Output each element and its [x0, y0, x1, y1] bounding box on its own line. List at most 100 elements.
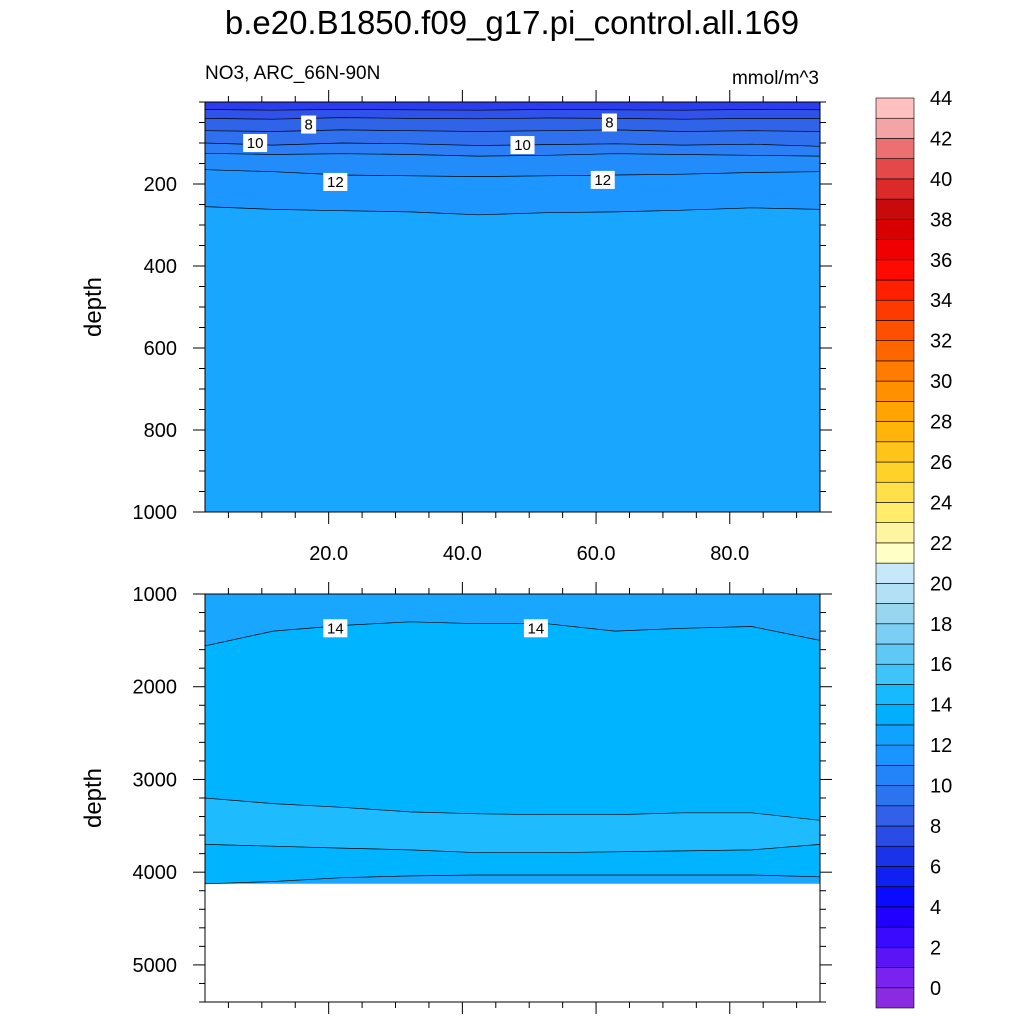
contour-line — [204, 874, 821, 885]
colorbar-label: 16 — [930, 654, 952, 676]
colorbar-box — [875, 97, 915, 119]
y-tick-label: 4000 — [133, 862, 178, 884]
contour-fill-band — [205, 594, 820, 646]
contour-fill-band — [205, 206, 820, 512]
colorbar-label: 18 — [930, 614, 952, 636]
colorbar-box — [875, 684, 915, 705]
colorbar-box — [875, 239, 915, 261]
colorbar-label: 8 — [930, 816, 941, 838]
contour-label: 12 — [594, 172, 611, 189]
colorbar-label: 42 — [930, 128, 952, 150]
colorbar-box — [875, 542, 915, 564]
contour-line — [204, 169, 821, 177]
y-tick-label: 800 — [144, 420, 177, 442]
colorbar-box — [875, 744, 915, 766]
contour-line — [204, 797, 821, 821]
colorbar-box — [875, 906, 915, 928]
contour-line — [204, 844, 821, 854]
colorbar-label: 14 — [930, 695, 952, 717]
colorbar-label: 10 — [930, 776, 952, 798]
contour-fill-band — [205, 169, 820, 215]
y-tick-label: 200 — [144, 174, 177, 196]
contour-line — [204, 621, 821, 647]
colorbar-box — [875, 219, 915, 240]
contour-line — [204, 109, 821, 111]
contour-label-box — [243, 134, 268, 152]
colorbar-label: 44 — [930, 88, 952, 110]
contour-fill-band — [205, 875, 820, 884]
colorbar-label: 12 — [930, 735, 952, 757]
y-axis-label: depth — [80, 768, 107, 828]
units-subtitle: mmol/m^3 — [731, 68, 819, 89]
colorbar: 0246810121416182022242628303234363840424… — [875, 88, 952, 1009]
y-tick-label: 5000 — [133, 955, 178, 977]
colorbar-box — [875, 704, 915, 726]
y-tick-label: 1000 — [133, 584, 178, 606]
y-tick-label: 1000 — [133, 502, 178, 524]
contour-label: 14 — [327, 620, 344, 637]
colorbar-box — [875, 785, 915, 807]
contour-fill-band — [205, 102, 820, 111]
y-axis-label: depth — [80, 277, 107, 337]
y-tick-label: 2000 — [133, 677, 178, 699]
colorbar-box — [875, 663, 915, 685]
colorbar-box — [875, 886, 915, 908]
contour-label: 10 — [514, 137, 531, 154]
x-tick-label: 20.0 — [309, 543, 348, 565]
contour-fill-band — [205, 117, 820, 132]
colorbar-box — [875, 967, 915, 989]
colorbar-box — [875, 926, 915, 948]
contour-label: 8 — [605, 115, 613, 132]
colorbar-box — [875, 158, 915, 180]
contour-label: 12 — [327, 174, 344, 191]
contour-fill-band — [205, 109, 820, 120]
colorbar-box — [875, 583, 915, 604]
colorbar-box — [875, 987, 915, 1009]
colorbar-box — [875, 866, 915, 887]
contour-label-box — [590, 170, 615, 189]
contour-label-box — [601, 113, 617, 132]
contour-line — [204, 206, 821, 216]
colorbar-box — [875, 178, 915, 200]
colorbar-box — [875, 845, 915, 867]
colorbar-label: 22 — [930, 533, 952, 555]
colorbar-label: 6 — [930, 856, 941, 878]
x-tick-label: 60.0 — [577, 543, 616, 565]
contour-fill-band — [205, 153, 820, 177]
colorbar-box — [875, 522, 915, 544]
colorbar-box — [875, 481, 915, 503]
colorbar-label: 2 — [930, 937, 941, 959]
colorbar-box — [875, 259, 915, 281]
colorbar-box — [875, 643, 915, 665]
colorbar-box — [875, 421, 915, 443]
contour-panel-lower: 14 14 1000 2000 3000 4000 5000 depth — [80, 582, 832, 1014]
colorbar-box — [875, 623, 915, 645]
colorbar-box — [875, 320, 915, 341]
variable-region-subtitle: NO3, ARC_66N-90N — [205, 63, 381, 84]
colorbar-box — [875, 279, 915, 301]
colorbar-label: 32 — [930, 331, 952, 353]
colorbar-box — [875, 198, 915, 220]
colorbar-label: 20 — [930, 573, 952, 595]
colorbar-label: 0 — [930, 978, 941, 1000]
contour-label: 10 — [247, 135, 264, 152]
colorbar-label: 36 — [930, 250, 952, 272]
colorbar-label: 26 — [930, 452, 952, 474]
colorbar-label: 38 — [930, 209, 952, 231]
colorbar-label: 40 — [930, 169, 952, 191]
contour-label-box — [510, 136, 535, 155]
colorbar-label: 34 — [930, 290, 952, 312]
colorbar-box — [875, 441, 915, 463]
y-tick-label: 400 — [144, 256, 177, 278]
x-tick-label: 80.0 — [710, 543, 749, 565]
colorbar-box — [875, 360, 915, 382]
contour-label-box — [301, 115, 317, 134]
colorbar-label: 24 — [930, 492, 952, 514]
colorbar-box — [875, 461, 915, 483]
colorbar-box — [875, 603, 915, 625]
contour-label: 8 — [304, 117, 312, 134]
colorbar-box — [875, 947, 915, 968]
contour-label-box — [523, 619, 548, 638]
colorbar-box — [875, 340, 915, 362]
